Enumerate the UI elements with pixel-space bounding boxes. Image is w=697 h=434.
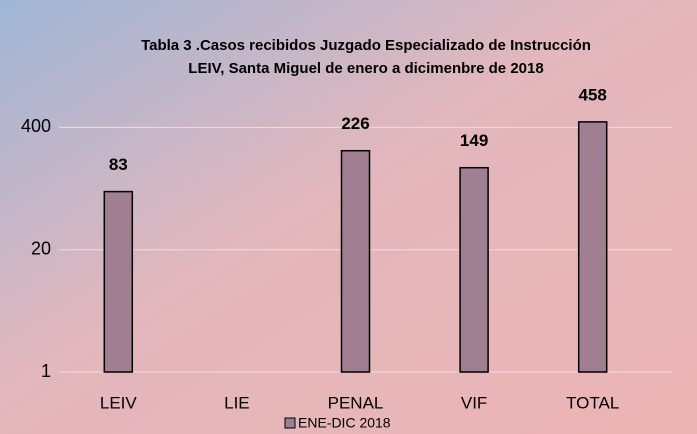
data-label: 83: [109, 155, 128, 174]
x-tick-label: VIF: [461, 393, 487, 412]
data-label: 226: [341, 114, 369, 133]
bar: [103, 190, 134, 373]
data-label: 458: [579, 85, 607, 104]
data-label: 149: [460, 131, 488, 150]
x-tick-label: TOTAL: [566, 393, 619, 412]
legend-label: ENE-DIC 2018: [298, 415, 391, 431]
chart-title: LEIV, Santa Miguel de enero a dicimenbre…: [188, 60, 543, 77]
bar: [577, 121, 608, 373]
y-tick-label: 1: [41, 361, 51, 381]
y-tick-label: 400: [21, 116, 51, 136]
bar: [459, 166, 489, 373]
x-tick-label: LIE: [224, 393, 250, 412]
chart-title: Tabla 3 .Casos recibidos Juzgado Especia…: [141, 37, 591, 54]
bar: [340, 149, 371, 373]
x-tick-label: LEIV: [100, 393, 138, 412]
y-tick-label: 20: [31, 238, 51, 258]
x-tick-label: PENAL: [328, 393, 384, 412]
legend-swatch: [284, 417, 296, 429]
